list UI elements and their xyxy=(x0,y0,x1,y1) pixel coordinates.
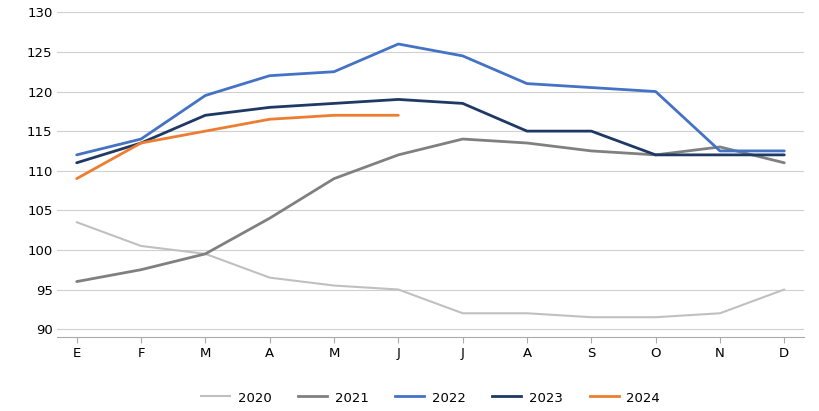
Legend: 2020, 2021, 2022, 2023, 2024: 2020, 2021, 2022, 2023, 2024 xyxy=(195,386,665,410)
